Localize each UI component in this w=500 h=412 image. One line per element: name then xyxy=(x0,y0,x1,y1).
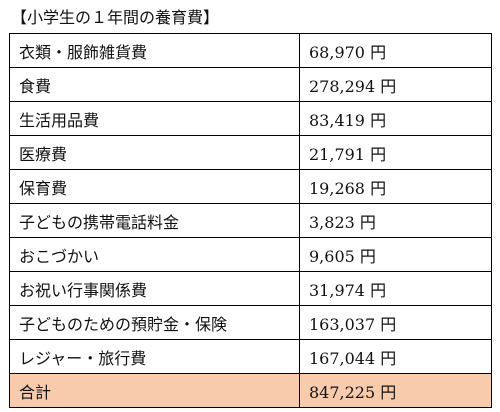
table-row: 医療費 21,791 円 xyxy=(9,135,492,170)
cost-table: 衣類・服飾雑貨費 68,970 円 食費 278,294 円 生活用品費 83,… xyxy=(9,33,492,408)
item-cell: 保育費 xyxy=(9,169,300,204)
amount-cell: 167,044 円 xyxy=(299,339,492,374)
amount-cell: 278,294 円 xyxy=(299,67,492,102)
table-row: おこづかい 9,605 円 xyxy=(9,237,492,272)
table-row: レジャー・旅行費 167,044 円 xyxy=(9,339,492,374)
page-title: 【小学生の１年間の養育費】 xyxy=(11,8,220,27)
amount-cell: 21,791 円 xyxy=(299,135,492,170)
total-amount: 847,225 円 xyxy=(299,373,492,408)
amount-cell: 68,970 円 xyxy=(299,33,492,68)
item-cell: レジャー・旅行費 xyxy=(9,339,300,374)
item-cell: 子どもの携帯電話料金 xyxy=(9,203,300,238)
amount-cell: 3,823 円 xyxy=(299,203,492,238)
amount-cell: 9,605 円 xyxy=(299,237,492,272)
table-row: 衣類・服飾雑貨費 68,970 円 xyxy=(9,33,492,68)
table-row: 生活用品費 83,419 円 xyxy=(9,101,492,136)
item-cell: 衣類・服飾雑貨費 xyxy=(9,33,300,68)
table-row: お祝い行事関係費 31,974 円 xyxy=(9,271,492,306)
amount-cell: 31,974 円 xyxy=(299,271,492,306)
amount-cell: 19,268 円 xyxy=(299,169,492,204)
table-row: 子どものための預貯金・保険 163,037 円 xyxy=(9,305,492,340)
table-row: 子どもの携帯電話料金 3,823 円 xyxy=(9,203,492,238)
table-row: 食費 278,294 円 xyxy=(9,67,492,102)
item-cell: お祝い行事関係費 xyxy=(9,271,300,306)
amount-cell: 83,419 円 xyxy=(299,101,492,136)
item-cell: 医療費 xyxy=(9,135,300,170)
item-cell: 生活用品費 xyxy=(9,101,300,136)
item-cell: おこづかい xyxy=(9,237,300,272)
total-label: 合計 xyxy=(9,373,300,408)
item-cell: 食費 xyxy=(9,67,300,102)
amount-cell: 163,037 円 xyxy=(299,305,492,340)
total-row: 合計 847,225 円 xyxy=(9,373,492,408)
table-row: 保育費 19,268 円 xyxy=(9,169,492,204)
item-cell: 子どものための預貯金・保険 xyxy=(9,305,300,340)
